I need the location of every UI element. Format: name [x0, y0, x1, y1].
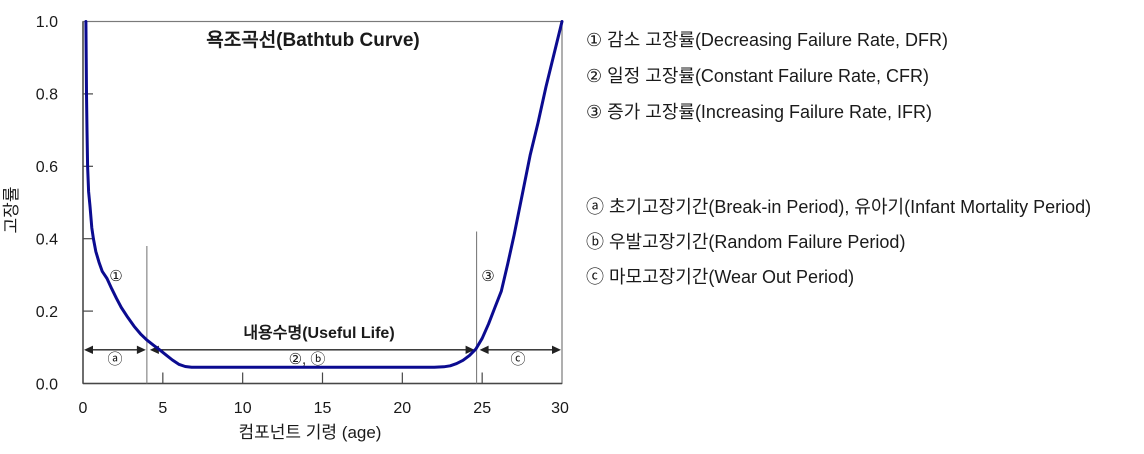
failure-rate-curve [84, 20, 564, 369]
legend-failure-rate-types: ① 감소 고장률(Decreasing Failure Rate, DFR) ②… [586, 27, 1142, 135]
arrow-break-in-span [84, 345, 146, 355]
y-tick-label: 0.8 [36, 87, 58, 104]
y-tick-label: 0.4 [36, 232, 58, 249]
axis-ticks [83, 93, 483, 384]
legend-item-ifr: ③ 증가 고장률(Increasing Failure Rate, IFR) [586, 102, 933, 122]
legend-failure-periods: ⓐ 초기고장기간(Break-in Period), 유아기(Infant Mo… [586, 194, 1142, 299]
y-axis-title: 고장률 [2, 187, 21, 234]
arrow-wear-out-span-right-head [552, 345, 561, 355]
chart-plot-area: 욕조곡선(Bathtub Curve) 1.0 0.8 0.6 0.4 0.2 … [2, 14, 569, 442]
legend-item-wear-out-period: ⓒ 마모고장기간(Wear Out Period) [586, 267, 855, 287]
y-tick-label: 0.0 [36, 377, 58, 394]
arrow-break-in-span-left-head [84, 345, 93, 355]
bathtub-curve-chart: 욕조곡선(Bathtub Curve) 1.0 0.8 0.6 0.4 0.2 … [0, 0, 575, 449]
legend-item-cfr: ② 일정 고장률(Constant Failure Rate, CFR) [586, 66, 930, 86]
arrow-break-in-span-right-head [136, 345, 146, 355]
legend-item-break-in-period: ⓐ 초기고장기간(Break-in Period), 유아기(Infant Mo… [586, 197, 1092, 217]
legend-item-dfr: ① 감소 고장률(Decreasing Failure Rate, DFR) [586, 30, 949, 50]
annotation-region-2b: ②, ⓑ [289, 351, 326, 368]
x-axis-title: 컴포넌트 기령 (age) [239, 423, 382, 442]
annotation-decreasing-1: ① [109, 268, 122, 285]
region-span-arrows [84, 345, 561, 355]
x-tick-label: 30 [551, 400, 569, 417]
annotation-useful-life: 내용수명(Useful Life) [243, 324, 394, 342]
region-boundary-lines [146, 231, 478, 384]
y-tick-label: 0.6 [36, 159, 58, 176]
x-tick-label: 5 [158, 400, 167, 417]
annotation-region-c: ⓒ [510, 351, 525, 368]
annotation-increasing-3: ③ [481, 268, 494, 285]
x-tick-label: 10 [234, 400, 252, 417]
arrow-wear-out-span-left-head [479, 345, 489, 355]
y-tick-label: 0.2 [36, 304, 58, 321]
arrow-wear-out-span [479, 345, 561, 355]
y-tick-label: 1.0 [36, 14, 58, 31]
chart-title: 욕조곡선(Bathtub Curve) [206, 29, 419, 51]
x-tick-label: 25 [473, 400, 491, 417]
arrow-useful-life-span-right-head [465, 345, 475, 355]
legend-item-random-failure-period: ⓑ 우발고장기간(Random Failure Period) [586, 232, 906, 252]
annotation-region-a: ⓐ [107, 351, 122, 368]
x-tick-label: 15 [314, 400, 332, 417]
x-tick-label: 20 [393, 400, 411, 417]
x-tick-label: 0 [79, 400, 88, 417]
